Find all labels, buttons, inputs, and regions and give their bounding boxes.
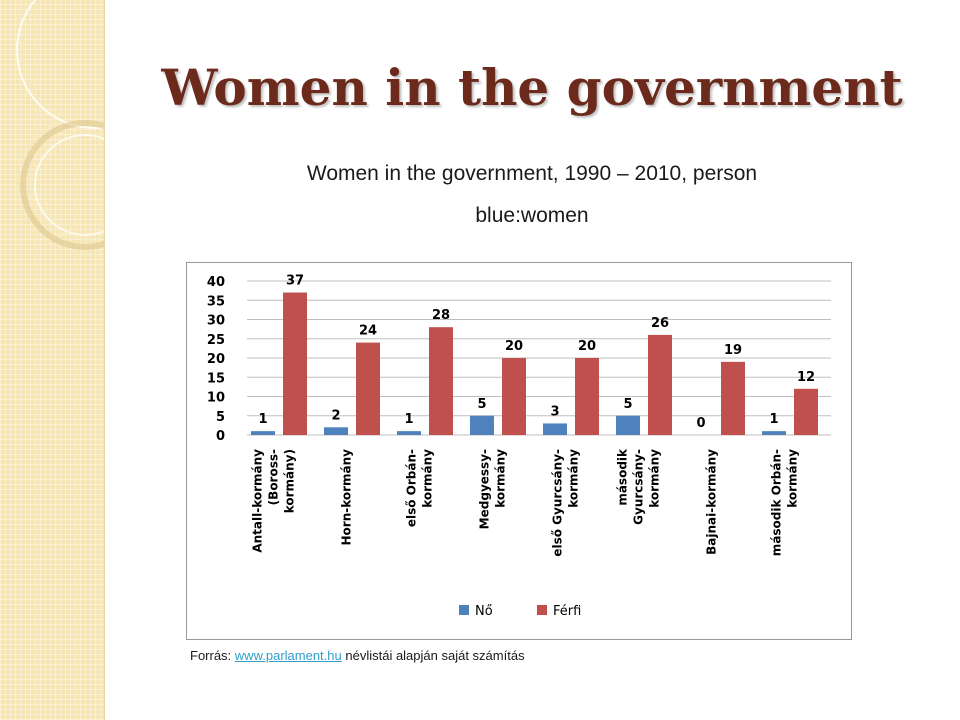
decorative-circles xyxy=(16,0,104,250)
y-tick-label: 10 xyxy=(207,391,225,406)
x-tick-label: második Gyurcsány-kormány xyxy=(616,448,662,525)
slide-title: Women in the government xyxy=(161,58,903,117)
legend-swatch xyxy=(459,605,469,615)
y-tick-label: 20 xyxy=(207,352,225,367)
bar-women xyxy=(762,431,786,435)
bar-women xyxy=(397,431,421,435)
x-tick-label: első Orbán-kormány xyxy=(405,449,435,527)
x-tick-label-line: kormány xyxy=(786,449,800,508)
data-label: 5 xyxy=(623,397,632,412)
x-tick-label: második Orbán-kormány xyxy=(770,449,800,556)
bar-women xyxy=(470,415,494,435)
source-prefix: Forrás: xyxy=(190,648,235,663)
data-label: 1 xyxy=(769,412,778,427)
decorative-side-panel xyxy=(0,0,105,720)
x-tick-label-line: második Orbán- xyxy=(770,449,784,556)
x-tick-label-line: Gyurcsány- xyxy=(632,449,646,525)
x-tick-label-line: (Boross- xyxy=(267,449,281,505)
y-tick-label: 30 xyxy=(207,314,225,329)
bar-women xyxy=(251,431,275,435)
legend-label: Nő xyxy=(475,604,493,619)
source-link[interactable]: www.parlament.hu xyxy=(234,648,342,663)
y-tick-label: 35 xyxy=(207,294,225,309)
x-tick-label-line: Horn-kormány xyxy=(340,449,354,546)
data-label: 20 xyxy=(578,339,596,354)
x-tick-label-line: Medgyessy- xyxy=(478,449,492,529)
x-tick-label: Horn-kormány xyxy=(340,449,354,546)
data-label: 28 xyxy=(432,308,450,323)
data-label: 3 xyxy=(550,404,559,419)
data-label: 12 xyxy=(797,370,815,385)
x-tick-label: Bajnai-kormány xyxy=(705,449,719,555)
data-label: 19 xyxy=(724,343,742,358)
y-tick-label: 40 xyxy=(207,275,225,290)
source-note: Forrás: www.parlament.hu névlistái alapj… xyxy=(190,648,525,663)
x-tick-label-line: első Orbán- xyxy=(405,449,419,527)
bar-men xyxy=(283,292,307,435)
x-tick-label-line: kormány) xyxy=(283,449,297,513)
source-suffix: névlistái alapján saját számítás xyxy=(341,648,525,663)
data-label: 0 xyxy=(696,416,705,431)
y-tick-label: 15 xyxy=(207,371,225,386)
chart-note: blue:women xyxy=(475,204,589,227)
y-tick-label: 0 xyxy=(216,429,225,444)
bar-women xyxy=(543,423,567,435)
x-tick-label-line: kormány xyxy=(421,449,435,508)
data-label: 1 xyxy=(258,412,267,427)
data-label: 37 xyxy=(286,274,304,289)
data-label: 1 xyxy=(404,412,413,427)
data-label: 26 xyxy=(651,316,669,331)
x-tick-label: Antall-kormány (Boross-kormány) xyxy=(251,449,297,553)
bar-women xyxy=(324,427,348,435)
data-label: 24 xyxy=(359,324,377,339)
bar-men xyxy=(721,361,745,435)
x-tick-label-line: kormány xyxy=(567,449,581,508)
x-tick-label-line: kormány xyxy=(494,449,508,508)
legend-swatch xyxy=(537,605,547,615)
bar-men xyxy=(502,358,526,435)
bar-men xyxy=(794,388,818,435)
bar-men xyxy=(575,358,599,435)
x-tick-label-line: első Gyurcsány- xyxy=(551,449,565,557)
data-label: 2 xyxy=(331,408,340,423)
bar-men xyxy=(429,327,453,435)
data-label: 5 xyxy=(477,397,486,412)
bar-women xyxy=(616,415,640,435)
y-tick-label: 5 xyxy=(216,410,225,425)
x-tick-label: első Gyurcsány-kormány xyxy=(551,449,581,557)
y-tick-label: 25 xyxy=(207,333,225,348)
chart-subtitle: Women in the government, 1990 – 2010, pe… xyxy=(306,162,758,185)
bar-men xyxy=(648,334,672,435)
chart-frame: 0 5 10 15 20 25 30 35 40 1 37 Antall-kormány (Boross… xyxy=(186,262,852,640)
x-tick-label-line: Bajnai-kormány xyxy=(705,449,719,555)
x-tick-label: Medgyessy-kormány xyxy=(478,449,508,529)
x-tick-label-line: kormány xyxy=(648,449,662,508)
bar-men xyxy=(356,342,380,435)
data-label: 20 xyxy=(505,339,523,354)
x-tick-label-line: Antall-kormány xyxy=(251,449,265,553)
x-tick-label-line: második xyxy=(616,448,630,506)
legend-label: Férfi xyxy=(553,604,581,619)
